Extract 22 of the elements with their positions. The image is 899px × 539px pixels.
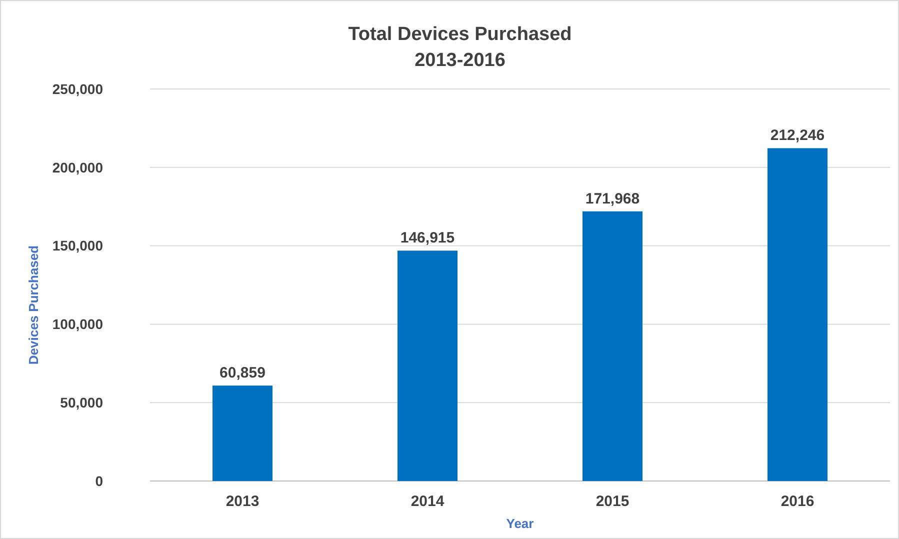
y-tick-label: 250,000 bbox=[52, 80, 104, 97]
x-tick-label: 2015 bbox=[596, 493, 630, 510]
y-tick-label: 50,000 bbox=[60, 394, 104, 410]
bar bbox=[582, 211, 642, 481]
x-tick-label: 2014 bbox=[410, 493, 445, 510]
chart-subtitle: 2013-2016 bbox=[414, 50, 506, 71]
data-label: 171,968 bbox=[585, 190, 640, 208]
x-tick-label: 2016 bbox=[780, 493, 814, 510]
data-label: 146,915 bbox=[400, 230, 455, 247]
y-tick-label: 100,000 bbox=[52, 316, 104, 332]
x-tick-label: 2013 bbox=[226, 493, 260, 510]
y-tick-label: 200,000 bbox=[52, 159, 104, 176]
bar bbox=[212, 386, 272, 481]
chart-title: Total Devices Purchased bbox=[348, 24, 572, 45]
data-label: 212,246 bbox=[770, 127, 825, 144]
y-tick-label: 150,000 bbox=[52, 238, 104, 254]
y-tick-label: 0 bbox=[95, 472, 104, 489]
bar bbox=[768, 148, 828, 481]
bar bbox=[398, 250, 458, 481]
x-axis-title: Year bbox=[506, 516, 534, 531]
y-axis-title: Devices Purchased bbox=[26, 245, 41, 365]
data-label: 60,859 bbox=[220, 364, 266, 382]
